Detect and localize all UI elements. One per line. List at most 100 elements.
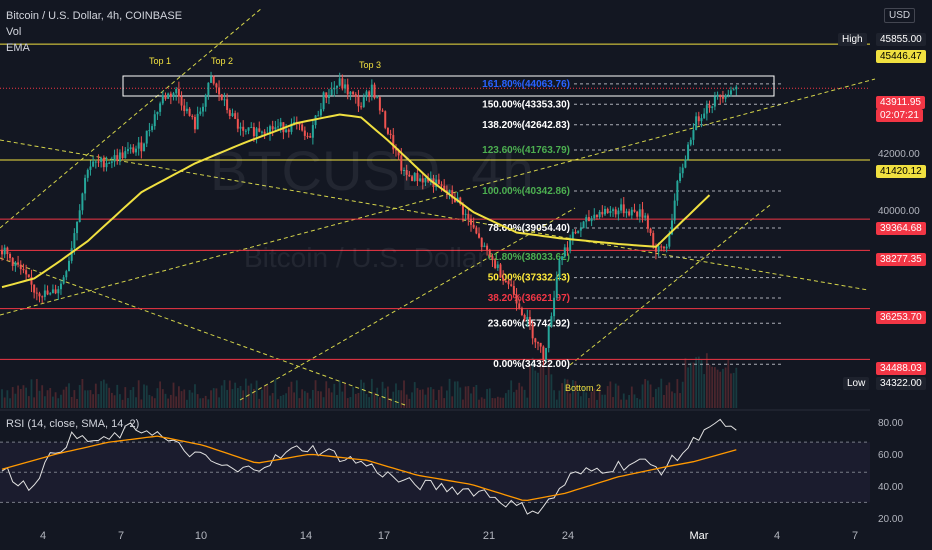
candle-body	[274, 127, 277, 130]
trend-line	[239, 207, 576, 401]
candle-body	[228, 110, 231, 116]
candle-body	[381, 110, 384, 112]
volume-bar	[440, 386, 443, 408]
candle-body	[518, 303, 521, 309]
candle-body	[185, 108, 188, 112]
volume-bar	[400, 390, 403, 408]
time-axis-tick: 24	[561, 530, 575, 542]
time-axis-tick: 7	[851, 530, 859, 542]
volume-bar	[467, 386, 470, 408]
time-axis-tick: 4	[773, 530, 781, 542]
volume-bar	[108, 387, 111, 408]
symbol-watermark: BTCUSD, 4h	[210, 139, 534, 202]
candle-body	[94, 161, 97, 163]
volume-bar	[86, 390, 89, 408]
ema-indicator-label[interactable]: EMA	[6, 42, 30, 54]
volume-bar	[657, 387, 660, 408]
candle-body	[68, 260, 70, 272]
currency-button[interactable]: USD	[884, 8, 916, 23]
volume-bar	[357, 392, 360, 408]
volume-bar	[285, 393, 287, 408]
volume-bar	[673, 393, 676, 408]
volume-bar	[499, 397, 502, 408]
volume-bar	[523, 389, 526, 408]
candle-body	[595, 214, 598, 218]
level-tag: 38277.35	[876, 253, 926, 266]
candle-body	[638, 209, 641, 217]
candle-body	[215, 83, 218, 88]
volume-bar	[84, 390, 86, 408]
candle-body	[488, 249, 491, 257]
volume-bar	[105, 383, 108, 408]
volume-bar	[19, 389, 22, 408]
volume-bar	[127, 398, 129, 408]
volume-bar	[679, 393, 681, 408]
candle-body	[6, 247, 9, 255]
volume-bar	[392, 391, 395, 408]
candle-body	[172, 93, 175, 97]
candle-body	[499, 264, 502, 278]
volume-bar	[290, 381, 293, 408]
volume-bar	[550, 374, 553, 408]
high-value-tag: 45855.00	[876, 33, 926, 46]
volume-bar	[644, 379, 647, 408]
candle-body	[191, 115, 194, 117]
volume-bar	[716, 369, 719, 408]
volume-bar	[303, 391, 306, 408]
volume-bar	[309, 398, 312, 408]
volume-bar	[488, 388, 491, 408]
volume-bar	[617, 385, 620, 408]
volume-bar	[234, 382, 237, 408]
volume-bar	[620, 399, 622, 408]
candle-body	[70, 248, 73, 261]
candle-body	[239, 126, 242, 129]
candle-body	[129, 147, 132, 150]
rsi-indicator-label[interactable]: RSI (14, close, SMA, 14, 2)	[6, 418, 140, 430]
time-axis-tick: 21	[482, 530, 496, 542]
volume-bar	[676, 379, 679, 408]
volume-bar	[196, 394, 199, 408]
volume-bar	[38, 390, 41, 408]
candle-body	[100, 157, 103, 162]
volume-bar	[247, 385, 250, 408]
candle-body	[73, 233, 76, 249]
candle-body	[352, 91, 355, 95]
candle-body	[333, 87, 336, 90]
candle-body	[86, 169, 89, 178]
candle-body	[357, 96, 360, 107]
candle-body	[135, 148, 137, 153]
volume-bar	[172, 382, 175, 408]
volume-indicator-label[interactable]: Vol	[6, 26, 22, 38]
candle-body	[298, 122, 301, 125]
price-axis-tick: 40000.00	[878, 206, 920, 217]
candle-body	[510, 284, 513, 286]
candle-body	[1, 249, 3, 255]
volume-bar	[132, 387, 135, 408]
candle-body	[550, 316, 553, 326]
candle-body	[437, 179, 440, 185]
volume-bar	[697, 356, 700, 408]
volume-bar	[156, 388, 159, 408]
volume-bar	[287, 386, 290, 408]
volume-bar	[630, 386, 633, 408]
candle-body	[183, 105, 186, 112]
ema-line	[1, 113, 711, 289]
candle-body	[177, 88, 180, 97]
current-price-tag: 43911.95	[876, 96, 925, 109]
candle-body	[705, 105, 708, 114]
candle-body	[169, 93, 172, 97]
candle-body	[151, 126, 154, 131]
volume-bar	[14, 393, 17, 408]
volume-bar	[405, 394, 408, 408]
candle-body	[644, 215, 647, 218]
symbol-title[interactable]: Bitcoin / U.S. Dollar, 4h, COINBASE	[6, 10, 183, 22]
volume-bar	[295, 380, 298, 408]
volume-bar	[478, 399, 480, 408]
volume-bar	[274, 378, 277, 408]
volume-bar	[684, 358, 687, 408]
volume-bar	[432, 389, 435, 408]
candle-body	[373, 84, 376, 99]
candle-body	[113, 155, 116, 162]
volume-bar	[306, 392, 309, 408]
